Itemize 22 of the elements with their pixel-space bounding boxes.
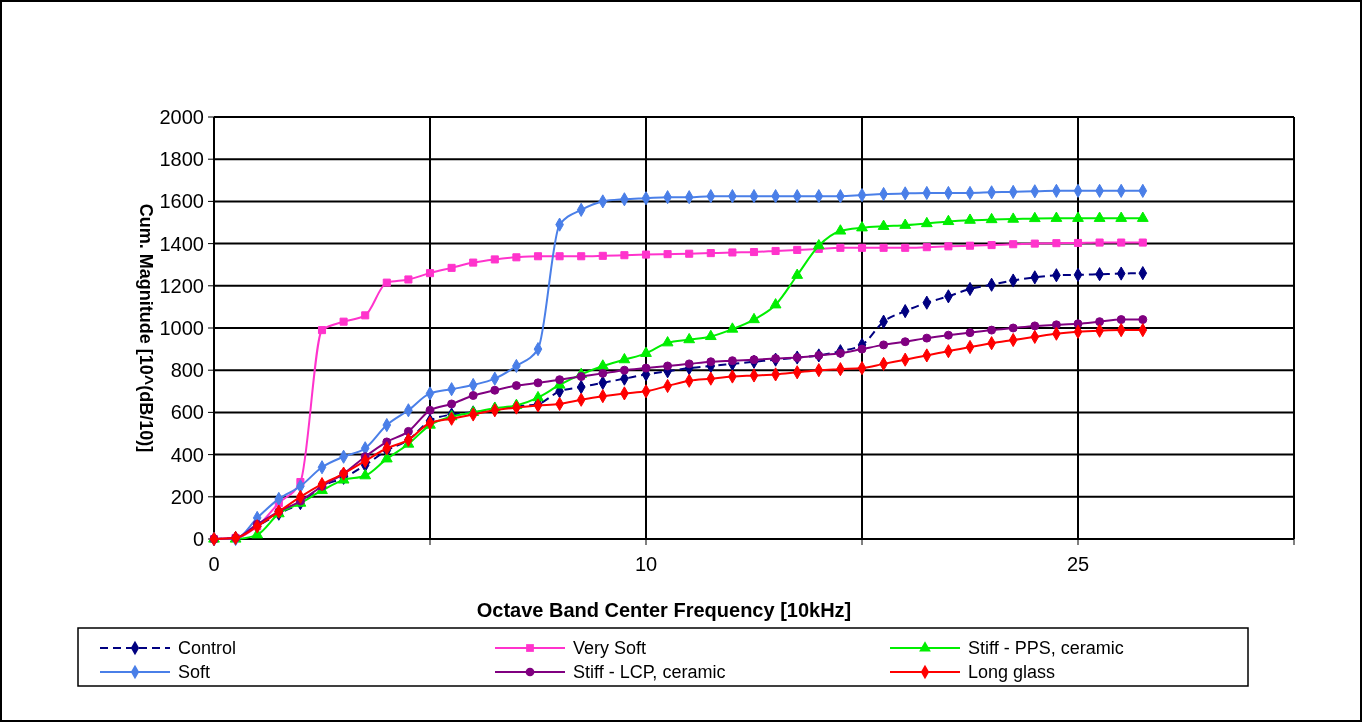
- y-tick-label: 800: [170, 359, 204, 382]
- y-axis-title: Cum. Magnitude [10^(dB/10)]: [136, 203, 156, 453]
- legend-label: Long glass: [968, 662, 1056, 683]
- legend-label: Stiff - PPS, ceramic: [968, 638, 1124, 659]
- legend-label: Soft: [178, 662, 211, 683]
- y-tick-label: 1800: [159, 148, 204, 171]
- x-axis-title: Octave Band Center Frequency [10kHz]: [476, 599, 852, 621]
- x-tick-label: 0: [208, 553, 220, 575]
- x-tick-label: 25: [1066, 553, 1090, 575]
- y-tick-label: 600: [170, 401, 204, 424]
- legend-label: Stiff - LCP, ceramic: [573, 662, 726, 683]
- x-tick-label: 10: [634, 553, 658, 575]
- y-tick-label: 1600: [159, 190, 204, 213]
- y-tick-label: 1200: [159, 274, 204, 297]
- y-tick-label: 1000: [159, 317, 204, 339]
- y-tick-label: 0: [192, 528, 204, 550]
- y-tick-label: 400: [170, 443, 204, 466]
- y-tick-label: 200: [170, 485, 204, 508]
- legend-label: Very Soft: [573, 638, 647, 659]
- y-tick-label: 2000: [159, 106, 204, 128]
- legend-label: Control: [178, 638, 237, 659]
- y-tick-label: 1400: [159, 232, 204, 255]
